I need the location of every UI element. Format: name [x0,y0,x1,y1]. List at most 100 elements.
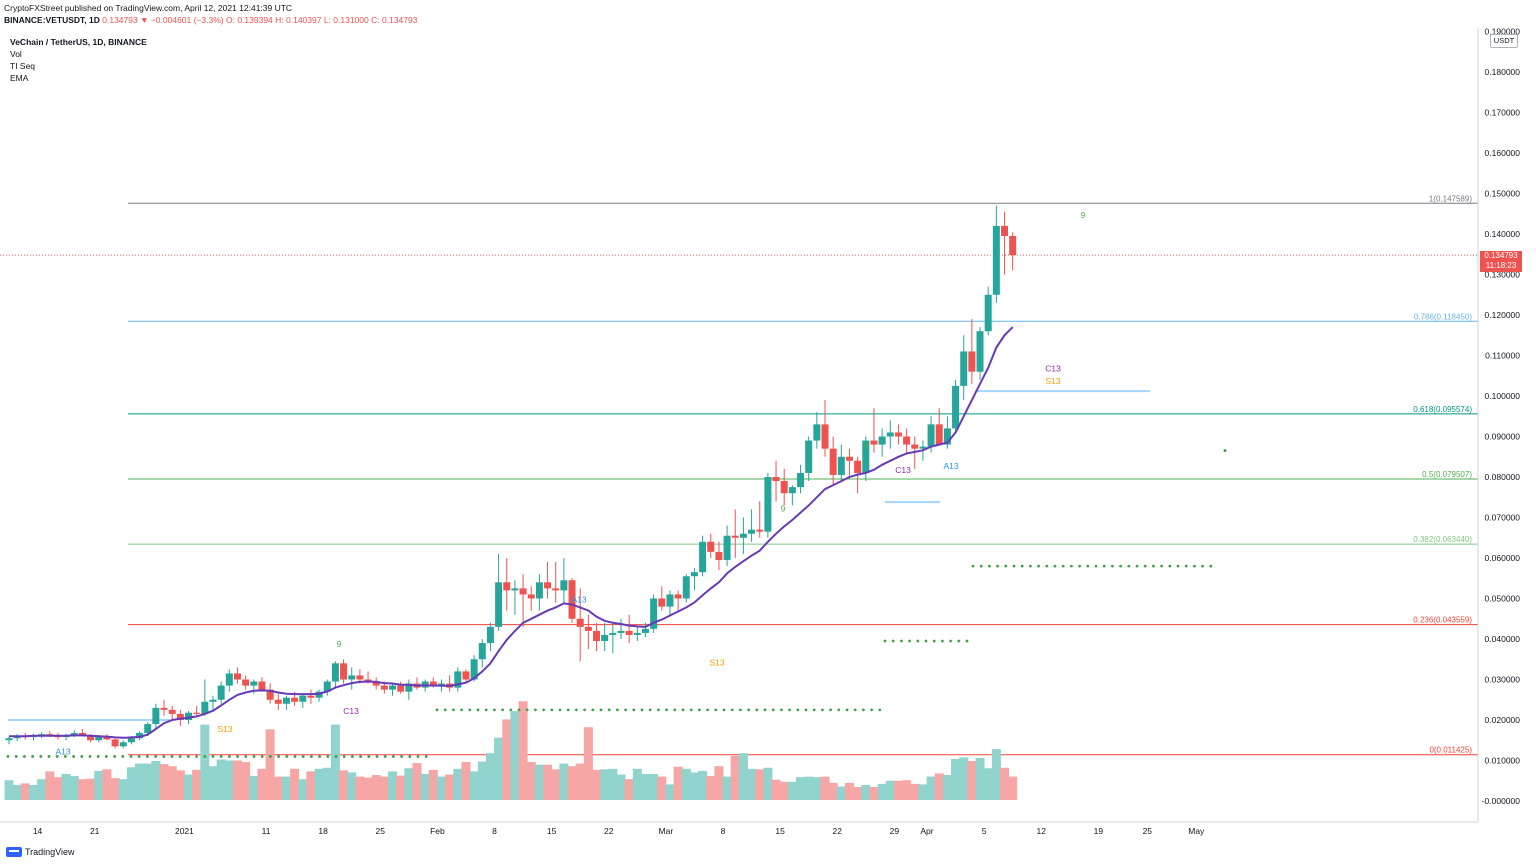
candle-body [437,683,445,686]
candle-body [356,675,364,680]
fib-level-label: 0.618(0.095574) [1413,405,1472,414]
candle-body [976,331,984,372]
tdst-support-dot [996,564,999,568]
tradingview-logo-text: TradingView [25,847,75,857]
volume-bar [518,701,528,800]
tdst-support-dot [607,708,611,712]
time-tick-label: 15 [547,826,557,836]
volume-bar [200,724,210,800]
candle-body [666,594,674,607]
tdst-support-dot [900,639,903,643]
td-seq-label: S13 [709,657,724,667]
time-tick-label: 25 [376,826,386,836]
tdst-support-dot [706,708,709,712]
tdst-support-dot [154,755,158,758]
volume-bar [771,779,781,800]
volume-bar [86,778,96,800]
legend-vol[interactable]: Vol [10,49,22,59]
tdst-support-dot [965,639,969,643]
candle-body [111,739,119,747]
time-tick-label: 12 [1037,826,1047,836]
legend-ema[interactable]: EMA [10,73,29,83]
volume-bar [861,784,871,800]
candle-body [601,634,609,642]
volume-bar [241,762,251,800]
tdst-support-dot [195,755,199,758]
candle-body [127,738,135,743]
candle-body [233,673,241,680]
tdst-support-dot [1135,564,1139,568]
candle-body [13,736,21,739]
time-axis[interactable]: 14 21 2021 11 18 25 Feb 8 15 22 Mar 8 15 22 29 Apr 5 12 19… [33,826,1205,836]
price-tick-label: 0.170000 [1485,108,1521,118]
tdst-support-dot [1201,564,1204,568]
volume-bar [412,763,422,800]
tdst-support-dot [542,708,545,712]
volume-bar [510,711,520,800]
tdst-support-dot [359,755,362,758]
tdst-support-dot [971,564,975,568]
candle-body [935,424,943,445]
candle-body [535,582,543,599]
time-tick-label: 19 [1094,826,1104,836]
volume-bar [118,779,128,800]
volume-bar [559,763,569,800]
candle-body [348,675,356,680]
tdst-support-dot [367,755,371,758]
tdst-support-dot [484,708,488,712]
candle-body [650,598,658,629]
series-title[interactable]: VeChain / TetherUS, 1D, BINANCE [10,37,147,47]
candle-body [70,732,78,735]
currency-unit-button[interactable]: USDT [1490,34,1518,48]
volume-bar [902,780,912,800]
candle-body [658,598,666,607]
time-tick-label: 11 [262,826,271,836]
price-tick-label: 0.020000 [1485,715,1521,725]
volume-bar [738,753,748,800]
volume-bar [159,764,169,800]
volume-bar [167,766,177,800]
td-seq-label: 9 [1081,210,1086,220]
time-tick-label: 2021 [175,826,194,836]
tdst-support-dot [203,755,207,758]
volume-bar [673,766,683,800]
tdst-support-dot [301,755,305,758]
tdst-support-dot [162,755,166,758]
fib-level-label: 0(0.011425) [1429,746,1472,755]
tdst-support-dot [269,755,272,758]
candle-body [837,456,845,475]
tdst-support-dot [788,708,791,712]
tradingview-logo-icon [6,847,22,857]
price-axis[interactable]: 0.190000 0.180000 0.170000 0.160000 0.150000… [1482,27,1521,807]
tdst-support-dot [23,755,26,758]
volume-bar [575,763,585,800]
volume-bar [600,769,610,800]
legend-ti-seq[interactable]: TI Seq [10,61,36,71]
volume-bar [53,777,63,800]
ema-line [9,326,1014,739]
publish-info: CryptoFXStreet published on TradingView.… [4,3,293,13]
td-seq-label: A13 [571,595,586,605]
price-tick-label: 0.120000 [1485,310,1521,320]
tradingview-logo[interactable]: TradingView [6,847,75,857]
tdst-support-dot [534,708,537,712]
candlesticks[interactable] [5,205,1017,749]
tdst-support-dot [211,755,215,758]
candle-body [674,594,682,599]
volume-bar [37,779,47,800]
price-tick-label: 0.130000 [1485,270,1521,280]
tdst-support-dot [525,708,529,712]
tdst-support-dot [416,755,420,758]
candle-body [772,477,780,482]
tdst-support-dot [1029,564,1032,568]
tdst-support-dot [1223,449,1227,453]
volume-bar [135,763,145,800]
volume-bar [428,769,438,800]
volume-bar [869,787,879,800]
volume-bar [951,758,961,800]
tdst-support-dot [1053,564,1057,568]
volume-bar [371,775,381,800]
candle-body [927,424,935,447]
tdst-support-dot [318,755,321,758]
